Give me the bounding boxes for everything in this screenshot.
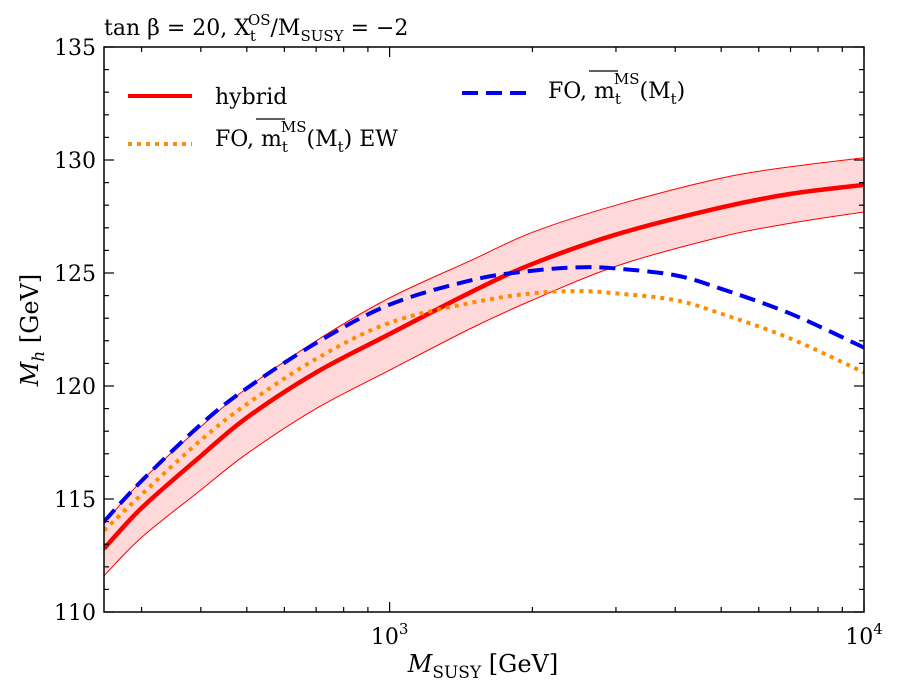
legend-label-hybrid: hybrid [215,85,287,110]
series-1 [104,265,864,523]
y-tick-label: 120 [54,375,96,400]
chart-title: tan β = 20, XtOS/MSUSY = −2 [104,11,408,45]
x-tick-label: 103 [371,620,409,650]
legend-label-fo: FO, mtMS(Mt) [548,70,685,108]
x-axis-label: MSUSY [GeV] [407,650,558,683]
x-tick-label: 104 [845,620,883,650]
series-band [104,157,864,576]
series-line [104,265,864,523]
y-tick-label: 135 [54,36,96,61]
legend-label-fo-ew: FO, mtMS(Mt) EW [215,118,398,156]
series-0 [104,157,864,577]
y-tick-label: 110 [54,601,96,626]
legend: hybrid FO, mtMS(Mt) EW FO, mtMS(Mt) [128,70,685,156]
series-line [104,182,864,551]
series-band-edge [104,211,864,577]
y-tick-label: 130 [54,149,96,174]
y-tick-label: 125 [54,262,96,287]
plot-frame [103,46,865,613]
plot-area: 110 115 120 125 130 135 103 104 [54,36,883,650]
y-tick-label: 115 [54,488,96,513]
y-axis-label: Mh [GeV] [16,274,49,388]
